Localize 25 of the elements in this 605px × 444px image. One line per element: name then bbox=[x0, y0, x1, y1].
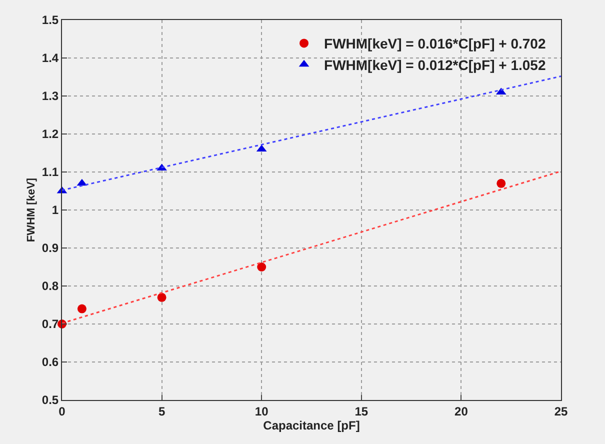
point bbox=[77, 304, 86, 314]
y-tick-label: 0.9 bbox=[42, 241, 59, 256]
y-tick-label: 1.5 bbox=[42, 13, 59, 28]
x-tick-label: 0 bbox=[58, 404, 66, 418]
y-tick-label: 0.6 bbox=[42, 355, 59, 370]
y-tick-label: 1.3 bbox=[42, 89, 59, 104]
x-tick-label: 15 bbox=[354, 404, 368, 418]
y-tick-label: 0.8 bbox=[42, 279, 59, 294]
x-tick-label: 5 bbox=[158, 404, 166, 418]
x-tick-label: 20 bbox=[454, 404, 468, 418]
legend-label: FWHM[keV] = 0.016*C[pF] + 0.702 bbox=[324, 36, 546, 52]
x-tick-label: 25 bbox=[554, 404, 568, 418]
point bbox=[257, 262, 266, 272]
y-tick-label: 1 bbox=[52, 203, 59, 218]
y-tick-label: 1.4 bbox=[42, 51, 59, 66]
y-axis-title: FWHM [keV] bbox=[26, 178, 38, 242]
legend-label: FWHM[keV] = 0.012*C[pF] + 1.052 bbox=[324, 56, 546, 73]
point bbox=[157, 292, 166, 302]
x-tick-label: 10 bbox=[254, 404, 269, 418]
y-tick-label: 0.7 bbox=[42, 317, 59, 332]
y-tick-label: 1.1 bbox=[42, 165, 59, 180]
y-tick-label: 1.2 bbox=[42, 127, 59, 142]
x-axis-title: Capacitance [pF] bbox=[263, 418, 360, 432]
point bbox=[496, 178, 506, 188]
y-tick-label: 0.5 bbox=[42, 393, 59, 408]
